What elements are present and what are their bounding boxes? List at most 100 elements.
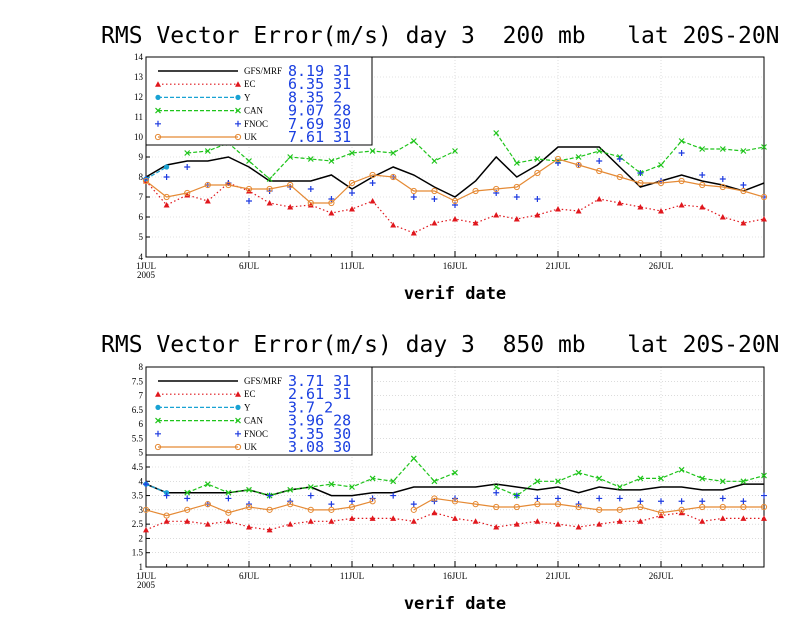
- x-tick-label: 21JUL: [546, 261, 571, 271]
- series-can-point: [349, 484, 355, 490]
- series-fnoc-point: [431, 196, 438, 202]
- series-can-point: [452, 469, 458, 476]
- legend-ec-stats: 6.35 31: [288, 75, 351, 93]
- legend-can-stats: 3.96 28: [288, 412, 351, 430]
- x-tick-label: 26JUL: [649, 571, 674, 581]
- legend-uk-stats: 3.08 30: [288, 438, 351, 456]
- legend-uk-name: UK: [244, 442, 257, 452]
- series-can-point: [184, 489, 191, 496]
- series-ec-point: [761, 216, 767, 222]
- series-ec-point: [740, 220, 747, 226]
- series-ec-point: [534, 518, 541, 524]
- legend-ec-marker: [155, 391, 161, 397]
- legend-uk-marker: [234, 133, 242, 141]
- series-uk-point: [369, 171, 376, 179]
- legend-uk-marker: [234, 443, 242, 451]
- series-uk-line: [145, 497, 764, 517]
- series-ec-point: [287, 204, 294, 210]
- y-tick-label: 4: [139, 252, 144, 262]
- series-can-point: [740, 148, 747, 154]
- legend-fnoc-marker: [235, 120, 241, 127]
- series-fnoc-point: [678, 150, 685, 156]
- series-ec-point: [328, 210, 335, 216]
- series-ec-point: [410, 518, 417, 524]
- x-tick-label: 11JUL: [340, 571, 364, 581]
- chart-title: RMS Vector Error(m/s) day 3 200 mb lat 2…: [101, 23, 780, 49]
- series-uk-point: [225, 509, 232, 516]
- series-uk-point: [699, 503, 706, 511]
- series-ec-point: [740, 515, 747, 521]
- series-can-point: [719, 478, 726, 485]
- series-fnoc-point: [699, 172, 706, 178]
- series-ec-point: [616, 518, 623, 524]
- series-ec-point: [184, 518, 191, 524]
- legend-can-name: CAN: [244, 106, 264, 116]
- series-fnoc-point: [637, 498, 644, 505]
- legend-ec-name: EC: [244, 389, 256, 399]
- y-tick-label: 11: [134, 112, 143, 122]
- legend-can-marker: [155, 417, 161, 424]
- legend-ec-marker: [235, 81, 241, 87]
- legend-fnoc-marker: [155, 120, 161, 127]
- x-tick-label: 21JUL: [546, 571, 571, 581]
- series-ec-point: [555, 521, 561, 527]
- y-tick-label: 8: [139, 172, 144, 182]
- legend-gfs-mrf-name: GFS/MRF: [244, 376, 282, 386]
- series-ec-point: [287, 521, 294, 527]
- series-can-point: [719, 146, 726, 152]
- series-uk-point: [699, 181, 706, 189]
- series-ec-point: [699, 518, 706, 524]
- series-fnoc-point: [616, 495, 623, 502]
- series-uk-point: [760, 503, 768, 511]
- series-fnoc-point: [328, 501, 335, 508]
- series-can-point: [287, 154, 294, 160]
- series-ec-point: [452, 515, 458, 521]
- legend-can-name: CAN: [244, 416, 264, 426]
- y-tick-label: 8: [139, 362, 144, 372]
- series-uk-point: [616, 506, 623, 513]
- series-ec-point: [472, 220, 479, 226]
- series-uk-point: [637, 179, 644, 187]
- series-uk-point: [554, 155, 562, 163]
- series-ec-point: [761, 515, 767, 521]
- y-tick-label: 13: [134, 72, 144, 82]
- legend: GFS/MRF 8.19 31 EC 6.35 31 Y 8.35 2 CAN 9.07 28…: [145, 56, 373, 146]
- series-fnoc-point: [719, 495, 726, 502]
- y-tick-label: 2: [139, 533, 144, 543]
- legend-gfs-mrf-name: GFS/MRF: [244, 66, 282, 76]
- legend: GFS/MRF 3.71 31 EC 2.61 31 Y 3.7 2 CAN 3.96 28 F…: [145, 366, 373, 456]
- series-fnoc-point: [184, 164, 191, 170]
- y-tick-label: 4: [139, 476, 144, 486]
- y-tick-label: 6: [139, 419, 144, 429]
- series-uk-point: [472, 187, 479, 195]
- series-can-point: [534, 478, 541, 485]
- series-fnoc-point: [163, 174, 170, 180]
- series-uk-point: [657, 509, 665, 516]
- legend-y-name: Y: [244, 402, 251, 412]
- series-can-point: [369, 148, 376, 154]
- series-can-point: [575, 154, 582, 160]
- y-tick-label: 5.5: [132, 433, 144, 443]
- series-uk-point: [410, 506, 417, 513]
- series-ec-point: [431, 220, 438, 226]
- y-tick-label: 5: [139, 448, 144, 458]
- series-fnoc-point: [596, 495, 603, 502]
- series-can-point: [204, 148, 211, 154]
- series-ec-point: [163, 202, 170, 208]
- y-tick-label: 10: [134, 132, 144, 142]
- legend-uk-marker: [154, 133, 162, 141]
- y-tick-label: 6: [139, 212, 144, 222]
- series-can-point: [246, 158, 252, 164]
- series-can-point: [699, 146, 706, 152]
- series-uk-point: [245, 185, 253, 193]
- legend-fnoc-stats: 7.69 30: [288, 115, 351, 133]
- series-uk-point: [204, 181, 211, 189]
- series-can-point: [534, 156, 541, 162]
- series-fnoc-point: [534, 495, 541, 502]
- legend-ec-name: EC: [244, 79, 256, 89]
- y-tick-label: 12: [134, 92, 143, 102]
- series-y-line: [145, 166, 167, 180]
- legend-y-marker: [235, 404, 241, 410]
- series-fnoc-point: [184, 495, 191, 502]
